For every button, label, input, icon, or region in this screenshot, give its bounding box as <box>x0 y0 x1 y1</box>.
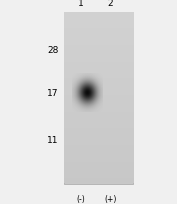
Text: 1: 1 <box>78 0 83 8</box>
Bar <box>64 14 133 184</box>
Text: 28: 28 <box>47 45 58 54</box>
Text: 2: 2 <box>108 0 113 8</box>
Text: (+): (+) <box>104 194 117 203</box>
Text: (-): (-) <box>76 194 85 203</box>
Text: 11: 11 <box>47 135 58 144</box>
Text: 17: 17 <box>47 88 58 97</box>
